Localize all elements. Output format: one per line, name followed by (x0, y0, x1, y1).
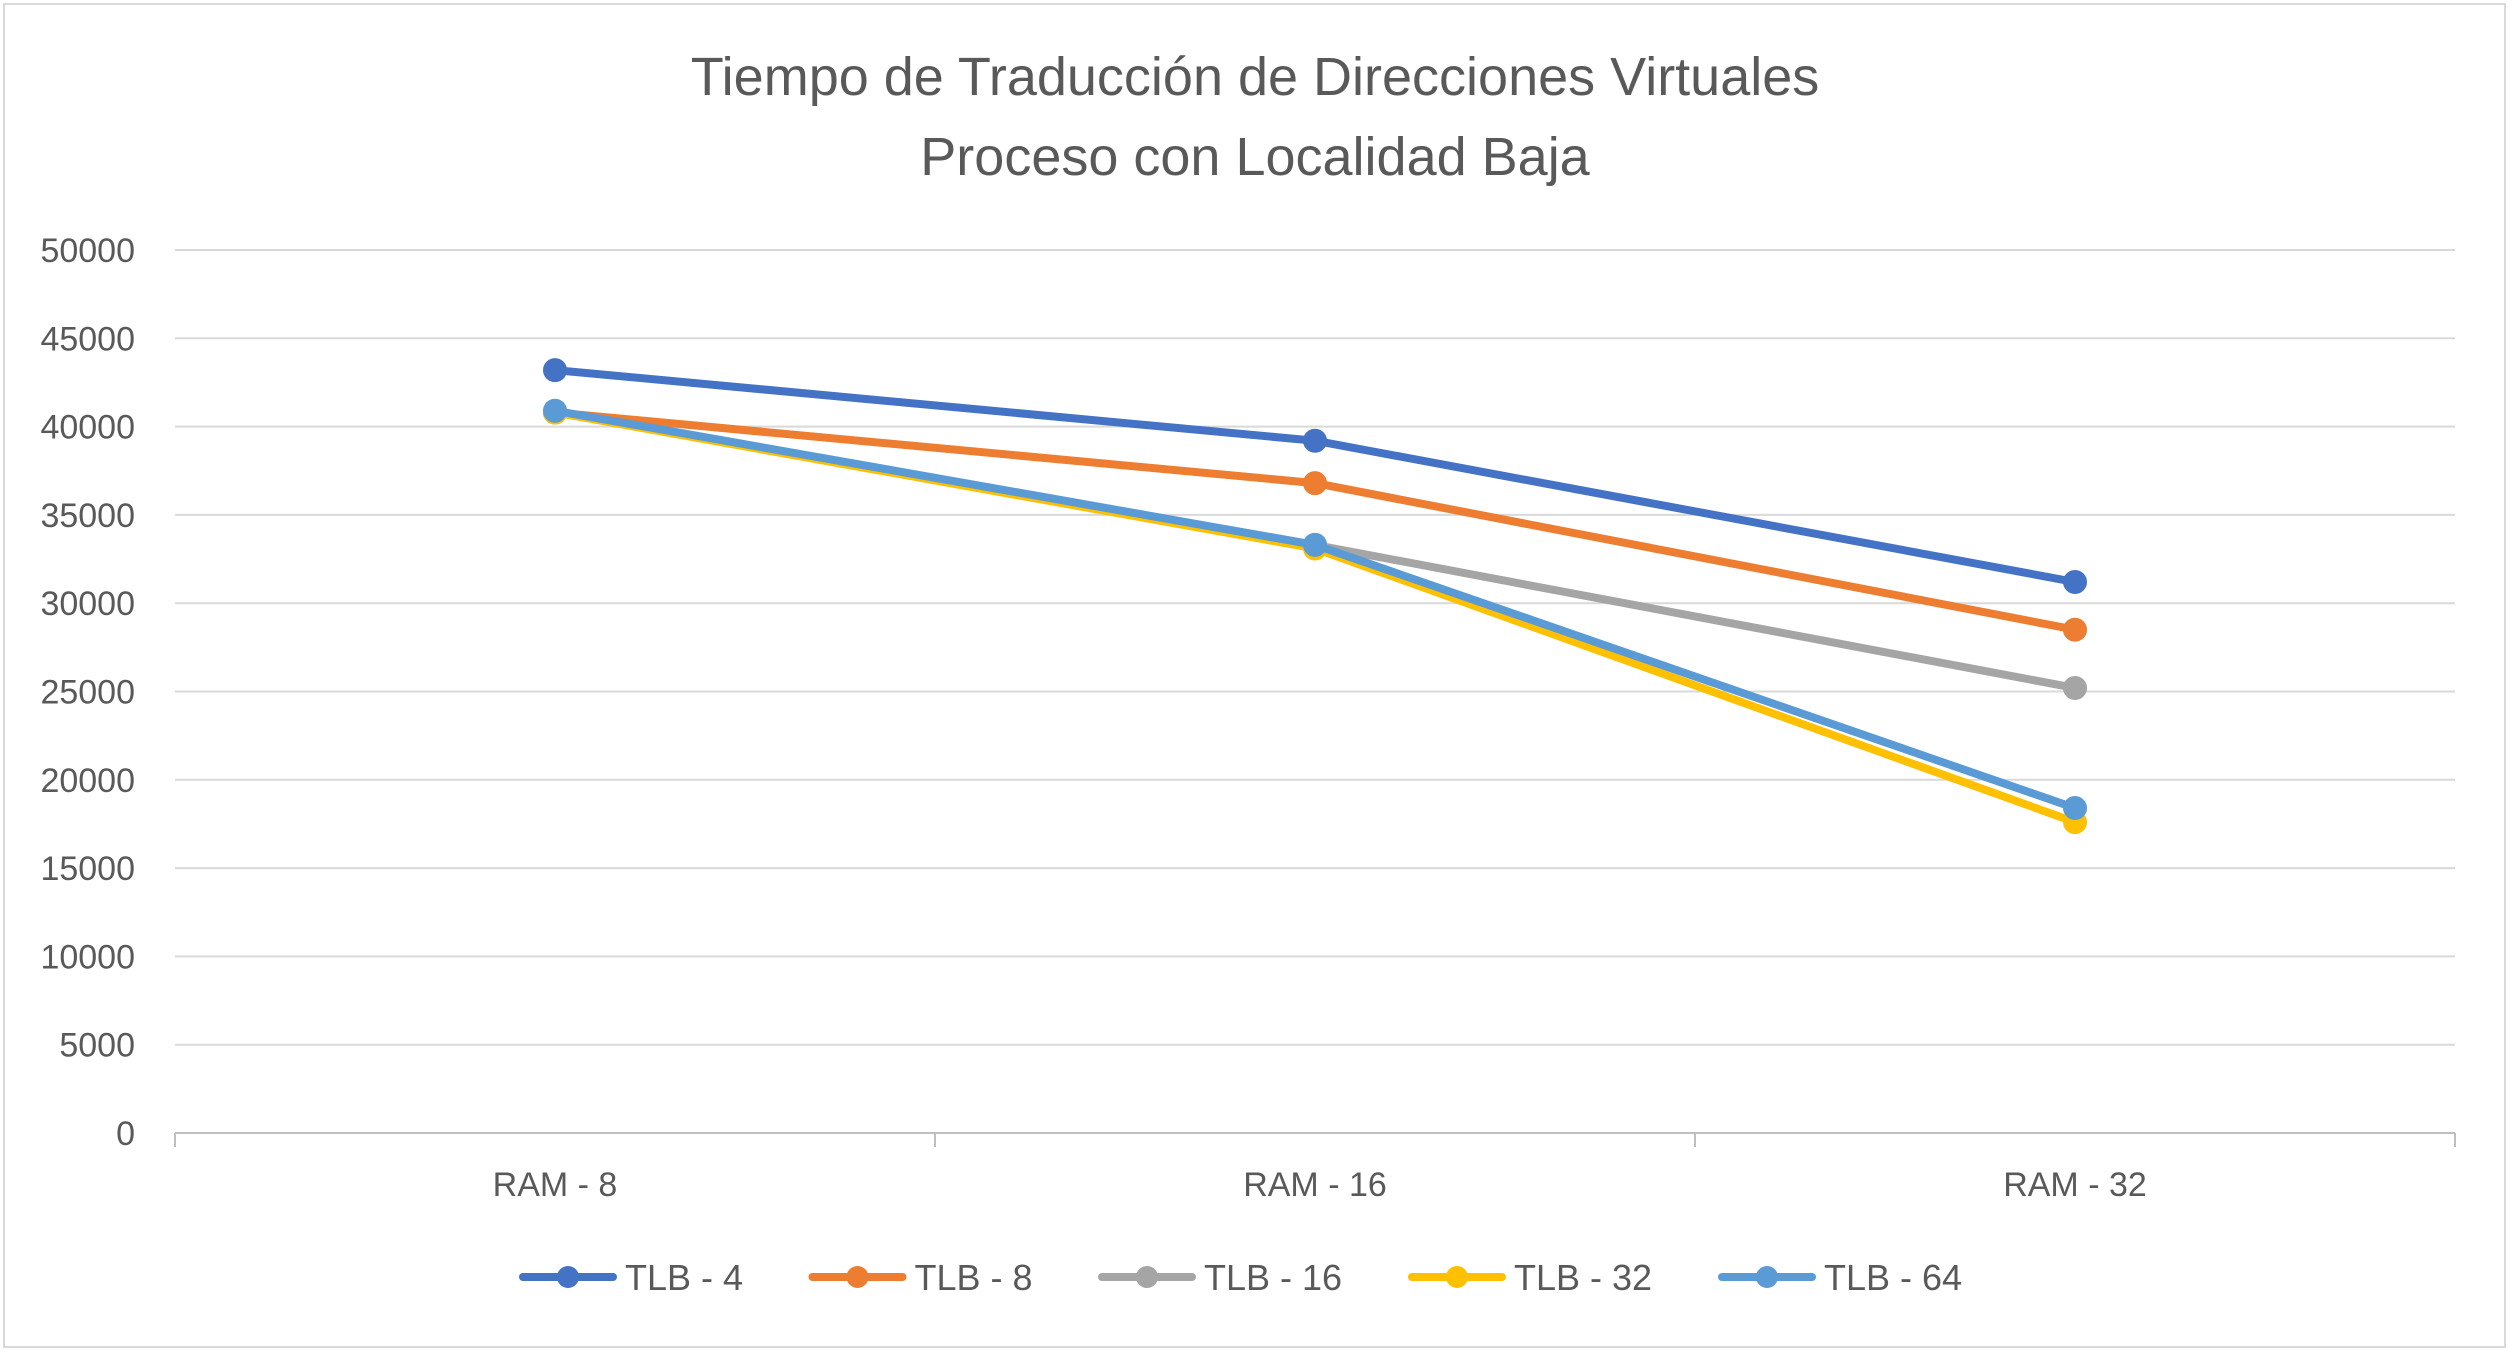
legend-key-marker (1136, 1266, 1158, 1288)
data-point (2063, 570, 2087, 595)
legend-label: TLB - 32 (1514, 1257, 1652, 1298)
plot-series (543, 358, 2087, 835)
data-point (1303, 428, 1327, 453)
legend-key-marker (1446, 1266, 1468, 1288)
chart-title-line-1: Tiempo de Traducción de Direcciones Virt… (691, 47, 1820, 107)
y-tick-label: 15000 (40, 850, 135, 888)
series-line-5 (551, 406, 2079, 813)
x-axis-tick-labels: RAM - 8 RAM - 16 RAM - 32 (493, 1166, 2147, 1204)
y-tick-label: 35000 (40, 497, 135, 535)
legend-item: TLB - 64 (1718, 1257, 1962, 1298)
x-tick-label: RAM - 8 (493, 1166, 618, 1204)
legend-key-marker (846, 1266, 869, 1288)
legend-label: TLB - 64 (1824, 1257, 1962, 1298)
data-point (1303, 471, 1327, 496)
legend-key-marker (1756, 1266, 1778, 1288)
legend-item: TLB - 16 (1098, 1257, 1342, 1298)
data-point (2063, 617, 2087, 642)
y-tick-label: 5000 (59, 1027, 135, 1065)
y-tick-label: 20000 (40, 762, 135, 800)
data-point (543, 398, 567, 423)
chart-area (3, 3, 2506, 1348)
chart-title-line-2: Proceso con Localidad Baja (920, 127, 1590, 187)
data-point (1303, 532, 1327, 557)
legend-label: TLB - 16 (1204, 1257, 1342, 1298)
y-axis-tick-labels: 0 5000 10000 15000 20000 25000 30000 35000 40000… (40, 232, 135, 1153)
y-tick-label: 30000 (40, 585, 135, 623)
data-point (2063, 796, 2087, 821)
x-tick-label: RAM - 32 (2003, 1166, 2147, 1204)
legend-key-marker (557, 1266, 579, 1288)
y-tick-label: 0 (116, 1115, 135, 1153)
y-tick-label: 10000 (40, 938, 135, 976)
legend-label: TLB - 8 (915, 1257, 1033, 1298)
x-axis (174, 1132, 2456, 1147)
x-tick-label: RAM - 16 (1243, 1166, 1387, 1204)
y-tick-label: 25000 (40, 674, 135, 712)
y-tick-label: 50000 (40, 232, 135, 270)
y-tick-label: 45000 (40, 320, 135, 358)
legend: TLB - 4 TLB - 8 TLB - 16 TLB - 32 TLB - 64 (519, 1257, 1962, 1298)
gridlines (175, 249, 2455, 1046)
data-point (543, 358, 567, 383)
data-point (2063, 675, 2087, 700)
legend-item: TLB - 32 (1408, 1257, 1652, 1298)
legend-item: TLB - 8 (808, 1257, 1033, 1298)
legend-item: TLB - 4 (519, 1257, 743, 1298)
y-tick-label: 40000 (40, 409, 135, 447)
legend-label: TLB - 4 (625, 1257, 743, 1298)
